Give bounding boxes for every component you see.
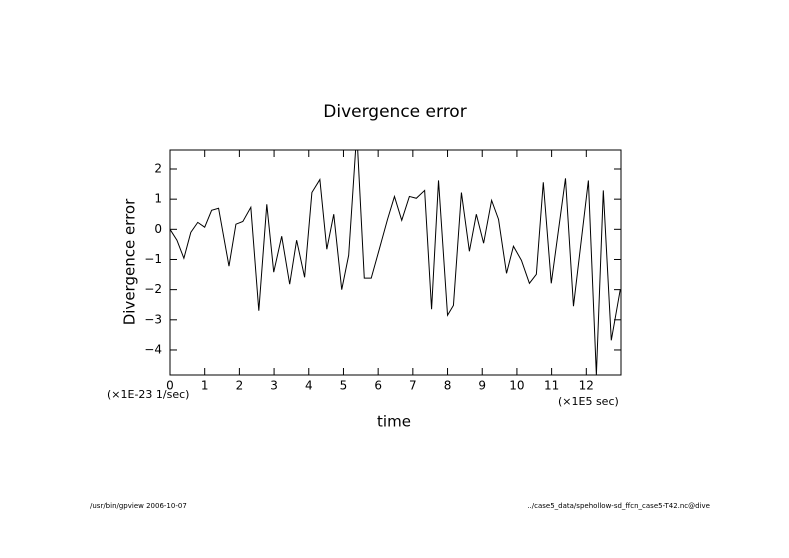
x-tick-label: 8 [444, 379, 452, 393]
x-tick-label: 2 [236, 379, 244, 393]
x-tick-label: 4 [305, 379, 313, 393]
x-tick-label: 6 [374, 379, 382, 393]
x-tick-label: 0 [166, 379, 174, 393]
x-tick-label: 10 [509, 379, 524, 393]
y-tick-label: 0 [154, 222, 162, 236]
x-tick-label: 12 [579, 379, 594, 393]
y-unit: (×1E-23 1/sec) [107, 388, 189, 401]
y-axis-label: Divergence error [121, 198, 139, 325]
x-tick-label: 3 [270, 379, 278, 393]
plot-frame [169, 149, 622, 376]
data-line [169, 149, 621, 376]
chart-title: Divergence error [323, 102, 466, 122]
x-tick-label: 11 [544, 379, 559, 393]
y-tick-label: 2 [154, 162, 162, 176]
footer-right: ../case5_data/spehollow-sd_ffcn_case5-T4… [527, 502, 710, 510]
y-tick-label: −2 [144, 282, 162, 296]
x-tick-label: 7 [409, 379, 417, 393]
y-tick-label: −4 [144, 342, 162, 356]
x-axis-label: time [377, 413, 411, 431]
x-tick-label: 1 [201, 379, 209, 393]
y-tick-label: −1 [144, 252, 162, 266]
x-tick-label: 5 [340, 379, 348, 393]
y-tick-label: −3 [144, 312, 162, 326]
x-tick-label: 9 [478, 379, 486, 393]
footer-left: /usr/bin/gpview 2006-10-07 [90, 502, 187, 510]
y-tick-label: 1 [154, 192, 162, 206]
x-unit: (×1E5 sec) [558, 395, 619, 408]
